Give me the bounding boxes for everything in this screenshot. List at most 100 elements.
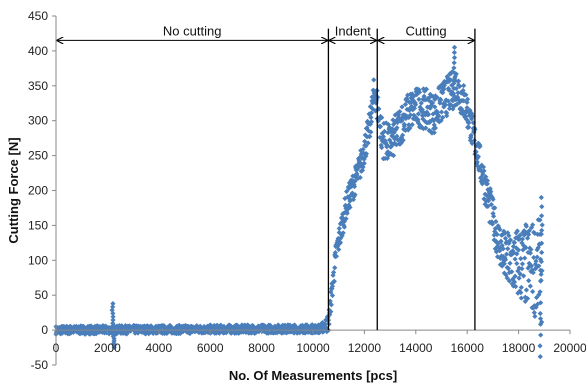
data-point	[526, 278, 532, 284]
data-point	[221, 323, 227, 329]
data-point	[363, 143, 369, 149]
data-point	[518, 256, 524, 262]
data-point	[504, 275, 510, 281]
data-point	[399, 132, 406, 138]
data-point	[380, 133, 386, 140]
data-point	[533, 258, 539, 264]
data-point	[370, 100, 376, 106]
y-tick-label: 0	[41, 323, 48, 337]
data-point	[388, 151, 394, 157]
data-point	[373, 97, 380, 103]
data-point	[520, 273, 527, 279]
data-point	[491, 213, 497, 219]
data-point	[480, 164, 487, 170]
data-point	[475, 140, 481, 146]
data-point	[519, 240, 525, 246]
data-point	[523, 287, 530, 293]
data-point	[524, 235, 531, 241]
data-point	[466, 124, 472, 130]
data-point	[430, 93, 436, 100]
data-point	[329, 292, 336, 299]
data-point	[135, 330, 141, 336]
data-point	[387, 127, 393, 133]
data-point	[354, 172, 360, 178]
data-point	[388, 140, 394, 146]
data-point	[393, 142, 399, 148]
data-point	[394, 125, 400, 131]
data-point	[203, 329, 209, 335]
data-point	[66, 331, 73, 337]
data-point	[459, 90, 465, 96]
data-point	[441, 86, 447, 92]
data-point	[435, 109, 441, 115]
data-point	[531, 254, 537, 261]
data-point	[432, 93, 438, 99]
data-point	[484, 181, 491, 187]
data-point	[437, 97, 444, 103]
data-point	[363, 153, 369, 159]
data-point	[333, 253, 340, 259]
data-point	[439, 87, 445, 94]
data-point	[368, 110, 375, 116]
data-point-spike	[537, 289, 543, 295]
data-point	[535, 301, 541, 307]
data-point	[442, 80, 448, 86]
data-point	[352, 178, 358, 184]
data-point	[468, 132, 474, 138]
data-point	[79, 330, 86, 336]
data-point	[281, 325, 288, 331]
data-point	[415, 116, 421, 123]
data-point-spike	[452, 70, 458, 76]
data-point	[465, 96, 471, 102]
data-point	[368, 129, 374, 135]
data-point	[477, 166, 483, 172]
data-point-spike	[451, 49, 458, 56]
data-point-spike	[452, 75, 458, 81]
data-point	[509, 269, 515, 275]
data-point	[372, 94, 378, 100]
data-point	[342, 195, 348, 202]
data-point	[500, 246, 506, 252]
data-point	[511, 279, 518, 285]
data-point-spike	[538, 194, 544, 201]
data-point	[531, 310, 537, 316]
data-point	[515, 247, 522, 253]
data-point	[537, 316, 544, 322]
data-point	[346, 196, 353, 202]
data-point	[423, 86, 429, 92]
data-point	[161, 323, 167, 329]
data-point	[327, 312, 333, 318]
axes: -50 0 50 100 150 200 250 300 350 400 450 0 2000 4000 6…	[28, 9, 586, 372]
data-point	[429, 100, 436, 106]
data-point	[331, 278, 337, 284]
data-point	[264, 328, 270, 334]
data-point	[401, 121, 407, 127]
data-point	[536, 241, 543, 247]
data-point-spike	[451, 65, 457, 71]
data-point	[497, 248, 503, 254]
data-point	[517, 232, 523, 238]
data-point	[464, 99, 470, 106]
data-point-spike	[539, 213, 545, 219]
data-point	[242, 322, 248, 328]
data-point	[536, 263, 542, 269]
data-point	[393, 117, 399, 124]
x-tick-label: 18000	[502, 341, 536, 355]
y-tick-label: 300	[28, 114, 48, 128]
data-point	[353, 174, 359, 181]
data-point	[523, 223, 530, 229]
data-point	[367, 104, 373, 110]
x-tick-label: 4000	[145, 341, 172, 355]
data-point	[385, 149, 391, 155]
data-point	[213, 330, 220, 336]
data-point	[436, 119, 442, 125]
data-point-spike	[539, 222, 545, 228]
data-point	[457, 83, 463, 90]
phase-annotations: No cutting Indent Cutting	[57, 23, 476, 331]
data-point	[514, 251, 520, 257]
data-point	[436, 113, 442, 119]
data-point	[532, 313, 538, 320]
data-point	[448, 77, 454, 83]
data-point	[277, 324, 283, 330]
phase-label: Indent	[335, 23, 372, 38]
